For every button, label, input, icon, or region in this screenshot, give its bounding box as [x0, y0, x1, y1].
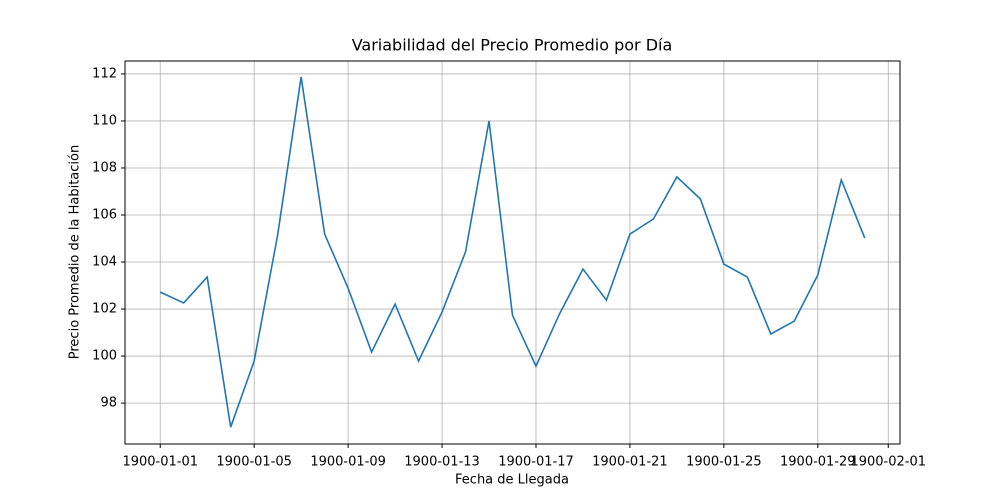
x-tick-label: 1900-01-21 — [592, 455, 668, 470]
y-tick-label: 98 — [100, 396, 117, 411]
x-tick-label: 1900-01-09 — [310, 455, 386, 470]
y-tick-label: 112 — [92, 66, 117, 81]
x-tick-label: 1900-01-29 — [780, 455, 856, 470]
x-tick-label: 1900-01-17 — [498, 455, 574, 470]
grid — [125, 61, 900, 444]
x-tick-label: 1900-01-13 — [404, 455, 480, 470]
line — [159, 76, 866, 428]
x-tick-label: 1900-02-01 — [850, 455, 926, 470]
chart-title: Variabilidad del Precio Promedio por Día — [352, 36, 673, 55]
axes-frame — [124, 60, 901, 445]
x-tick-label: 1900-01-05 — [216, 455, 292, 470]
y-tick-label: 106 — [92, 207, 117, 222]
y-tick-label: 104 — [92, 255, 117, 270]
x-axis-label: Fecha de Llegada — [455, 473, 569, 488]
x-tick-label: 1900-01-25 — [686, 455, 762, 470]
y-tick-label: 110 — [92, 113, 117, 128]
plot — [159, 76, 866, 428]
y-tick-label: 102 — [92, 302, 117, 317]
y-axis-label: Precio Promedio de la Habitación — [68, 145, 83, 359]
y-tick-label: 100 — [92, 349, 117, 364]
y-tick-label: 108 — [92, 160, 117, 175]
x-tick-label: 1900-01-01 — [122, 455, 198, 470]
